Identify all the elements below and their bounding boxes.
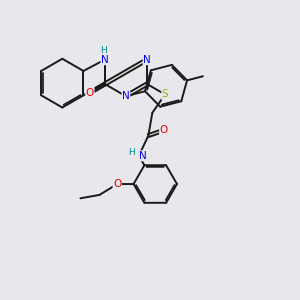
Text: H: H xyxy=(100,46,107,55)
Text: O: O xyxy=(86,88,94,98)
Text: H: H xyxy=(128,148,135,157)
Text: O: O xyxy=(113,179,121,189)
Text: N: N xyxy=(101,55,109,64)
Text: O: O xyxy=(160,125,168,135)
Text: N: N xyxy=(122,91,130,101)
Text: S: S xyxy=(162,89,168,99)
Text: N: N xyxy=(139,151,146,161)
Text: N: N xyxy=(143,55,151,64)
